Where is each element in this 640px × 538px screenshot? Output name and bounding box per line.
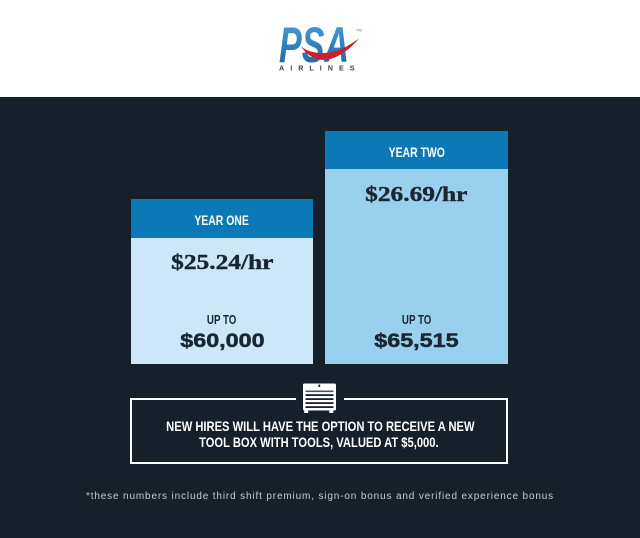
svg-text:AIRLINES: AIRLINES	[279, 64, 361, 73]
svg-text:PSA: PSA	[279, 24, 349, 73]
svg-text:TM: TM	[356, 28, 362, 33]
